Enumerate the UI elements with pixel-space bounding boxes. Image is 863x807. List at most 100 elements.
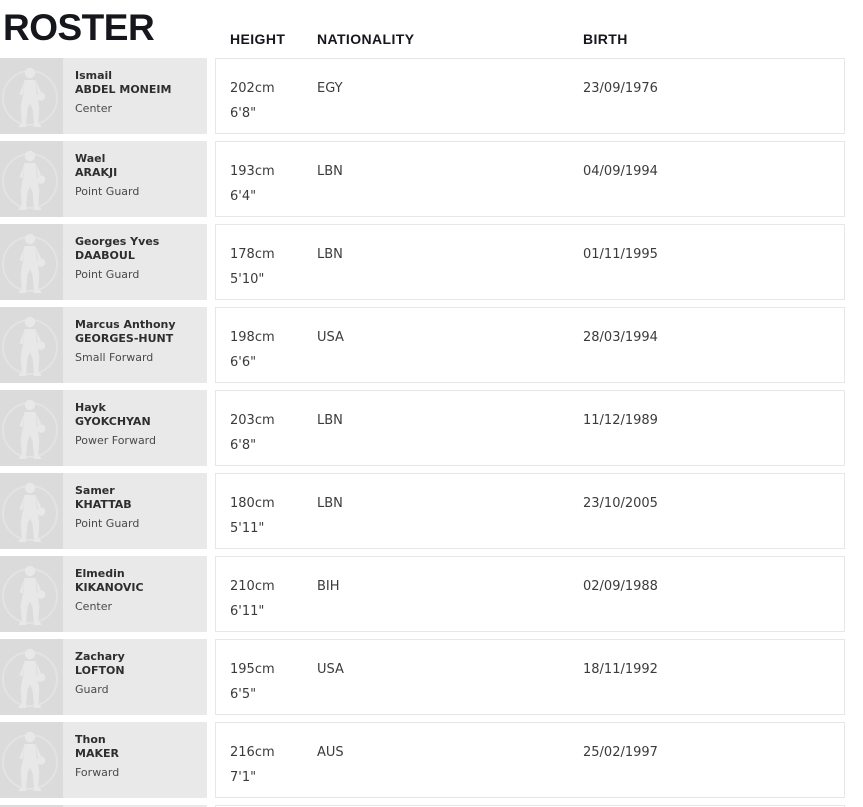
player-last-name: ARAKJI	[75, 166, 118, 179]
player-birth-date: 23/09/1976	[583, 81, 658, 96]
player-silhouette-placeholder-icon	[0, 307, 63, 383]
player-height-ft: 6'5"	[230, 687, 257, 702]
player-name-cell: Georges Yves DAABOUL Point Guard	[63, 224, 207, 300]
player-details-card: 178cm 5'10" LBN 01/11/1995	[215, 224, 845, 300]
player-details-card	[215, 805, 845, 807]
player-avatar	[0, 473, 63, 549]
player-name: Georges Yves DAABOUL	[75, 235, 201, 263]
player-first-name: Thon	[75, 733, 106, 746]
player-silhouette-placeholder-icon	[0, 722, 63, 798]
player-avatar	[0, 556, 63, 632]
player-name: Zachary LOFTON	[75, 650, 201, 678]
player-first-name: Elmedin	[75, 567, 125, 580]
player-birth-date: 01/11/1995	[583, 247, 658, 262]
player-height-cell: 216cm 7'1"	[230, 745, 317, 797]
player-height-cm: 198cm	[230, 330, 275, 345]
roster-row[interactable]: Samer KHATTAB Point Guard 180cm 5'11" LB…	[0, 473, 863, 549]
player-name-cell: Elmedin KIKANOVIC Center	[63, 556, 207, 632]
player-nationality: EGY	[317, 81, 343, 96]
player-name-cell: Marcus Anthony GEORGES-HUNT Small Forwar…	[63, 307, 207, 383]
player-last-name: MAKER	[75, 747, 119, 760]
player-height-cm: 203cm	[230, 413, 275, 428]
column-header-nationality: NATIONALITY	[317, 31, 415, 47]
player-height-cm: 180cm	[230, 496, 275, 511]
player-position: Point Guard	[75, 185, 140, 198]
player-details-card: 202cm 6'8" EGY 23/09/1976	[215, 58, 845, 134]
player-silhouette-placeholder-icon	[0, 390, 63, 466]
roster-row[interactable]: Ismail ABDEL MONEIM Center 202cm 6'8" EG…	[0, 58, 863, 134]
player-height-cell: 202cm 6'8"	[230, 81, 317, 133]
player-position: Forward	[75, 766, 120, 779]
player-height-cell: 198cm 6'6"	[230, 330, 317, 382]
player-position: Guard	[75, 683, 109, 696]
roster-row[interactable]	[0, 805, 863, 807]
player-first-name: Georges Yves	[75, 235, 160, 248]
player-name: Samer KHATTAB	[75, 484, 201, 512]
player-details-card: 203cm 6'8" LBN 11/12/1989	[215, 390, 845, 466]
player-last-name: GEORGES-HUNT	[75, 332, 174, 345]
player-name-cell: Hayk GYOKCHYAN Power Forward	[63, 390, 207, 466]
player-nationality: BIH	[317, 579, 340, 594]
player-first-name: Samer	[75, 484, 115, 497]
player-name-cell: Ismail ABDEL MONEIM Center	[63, 58, 207, 134]
player-height-ft: 6'11"	[230, 604, 265, 619]
player-height-ft: 5'11"	[230, 521, 265, 536]
roster-header: ROSTER HEIGHT NATIONALITY BIRTH	[0, 0, 863, 58]
roster-row[interactable]: Marcus Anthony GEORGES-HUNT Small Forwar…	[0, 307, 863, 383]
player-first-name: Hayk	[75, 401, 106, 414]
player-name-cell	[63, 805, 207, 807]
player-nationality: AUS	[317, 745, 344, 760]
player-details-card: 198cm 6'6" USA 28/03/1994	[215, 307, 845, 383]
player-nationality: USA	[317, 662, 344, 677]
player-name-cell: Zachary LOFTON Guard	[63, 639, 207, 715]
player-name: Elmedin KIKANOVIC	[75, 567, 201, 595]
player-height-cell: 210cm 6'11"	[230, 579, 317, 631]
player-height-cm: 216cm	[230, 745, 275, 760]
player-name: Hayk GYOKCHYAN	[75, 401, 201, 429]
player-height-cm: 210cm	[230, 579, 275, 594]
player-nationality: LBN	[317, 164, 343, 179]
player-details-card: 210cm 6'11" BIH 02/09/1988	[215, 556, 845, 632]
player-name-cell: Samer KHATTAB Point Guard	[63, 473, 207, 549]
player-name-cell: Wael ARAKJI Point Guard	[63, 141, 207, 217]
player-position: Point Guard	[75, 517, 140, 530]
player-nationality: LBN	[317, 247, 343, 262]
player-birth-date: 25/02/1997	[583, 745, 658, 760]
player-height-cm: 202cm	[230, 81, 275, 96]
player-nationality: LBN	[317, 413, 343, 428]
player-height-cell: 193cm 6'4"	[230, 164, 317, 216]
player-details-card: 216cm 7'1" AUS 25/02/1997	[215, 722, 845, 798]
player-height-cm: 193cm	[230, 164, 275, 179]
roster-row[interactable]: Thon MAKER Forward 216cm 7'1" AUS 25/02/…	[0, 722, 863, 798]
player-nationality: USA	[317, 330, 344, 345]
player-silhouette-placeholder-icon	[0, 473, 63, 549]
player-birth-date: 11/12/1989	[583, 413, 658, 428]
roster-row[interactable]: Georges Yves DAABOUL Point Guard 178cm 5…	[0, 224, 863, 300]
player-avatar	[0, 639, 63, 715]
player-height-cm: 178cm	[230, 247, 275, 262]
player-height-cell: 195cm 6'5"	[230, 662, 317, 714]
player-birth-date: 23/10/2005	[583, 496, 658, 511]
player-birth-date: 02/09/1988	[583, 579, 658, 594]
player-first-name: Wael	[75, 152, 106, 165]
player-birth-date: 04/09/1994	[583, 164, 658, 179]
roster-row[interactable]: Elmedin KIKANOVIC Center 210cm 6'11" BIH…	[0, 556, 863, 632]
player-silhouette-placeholder-icon	[0, 639, 63, 715]
player-avatar	[0, 307, 63, 383]
player-details-card: 195cm 6'5" USA 18/11/1992	[215, 639, 845, 715]
player-birth-date: 18/11/1992	[583, 662, 658, 677]
player-height-ft: 6'4"	[230, 189, 257, 204]
roster-row[interactable]: Wael ARAKJI Point Guard 193cm 6'4" LBN 0…	[0, 141, 863, 217]
player-height-ft: 7'1"	[230, 770, 257, 785]
player-last-name: DAABOUL	[75, 249, 135, 262]
player-height-ft: 6'8"	[230, 106, 257, 121]
player-name: Wael ARAKJI	[75, 152, 201, 180]
player-height-ft: 5'10"	[230, 272, 265, 287]
player-silhouette-placeholder-icon	[0, 58, 63, 134]
player-height-ft: 6'8"	[230, 438, 257, 453]
roster-row[interactable]: Zachary LOFTON Guard 195cm 6'5" USA 18/1…	[0, 639, 863, 715]
roster-row[interactable]: Hayk GYOKCHYAN Power Forward 203cm 6'8" …	[0, 390, 863, 466]
player-avatar	[0, 224, 63, 300]
player-height-cell: 203cm 6'8"	[230, 413, 317, 465]
